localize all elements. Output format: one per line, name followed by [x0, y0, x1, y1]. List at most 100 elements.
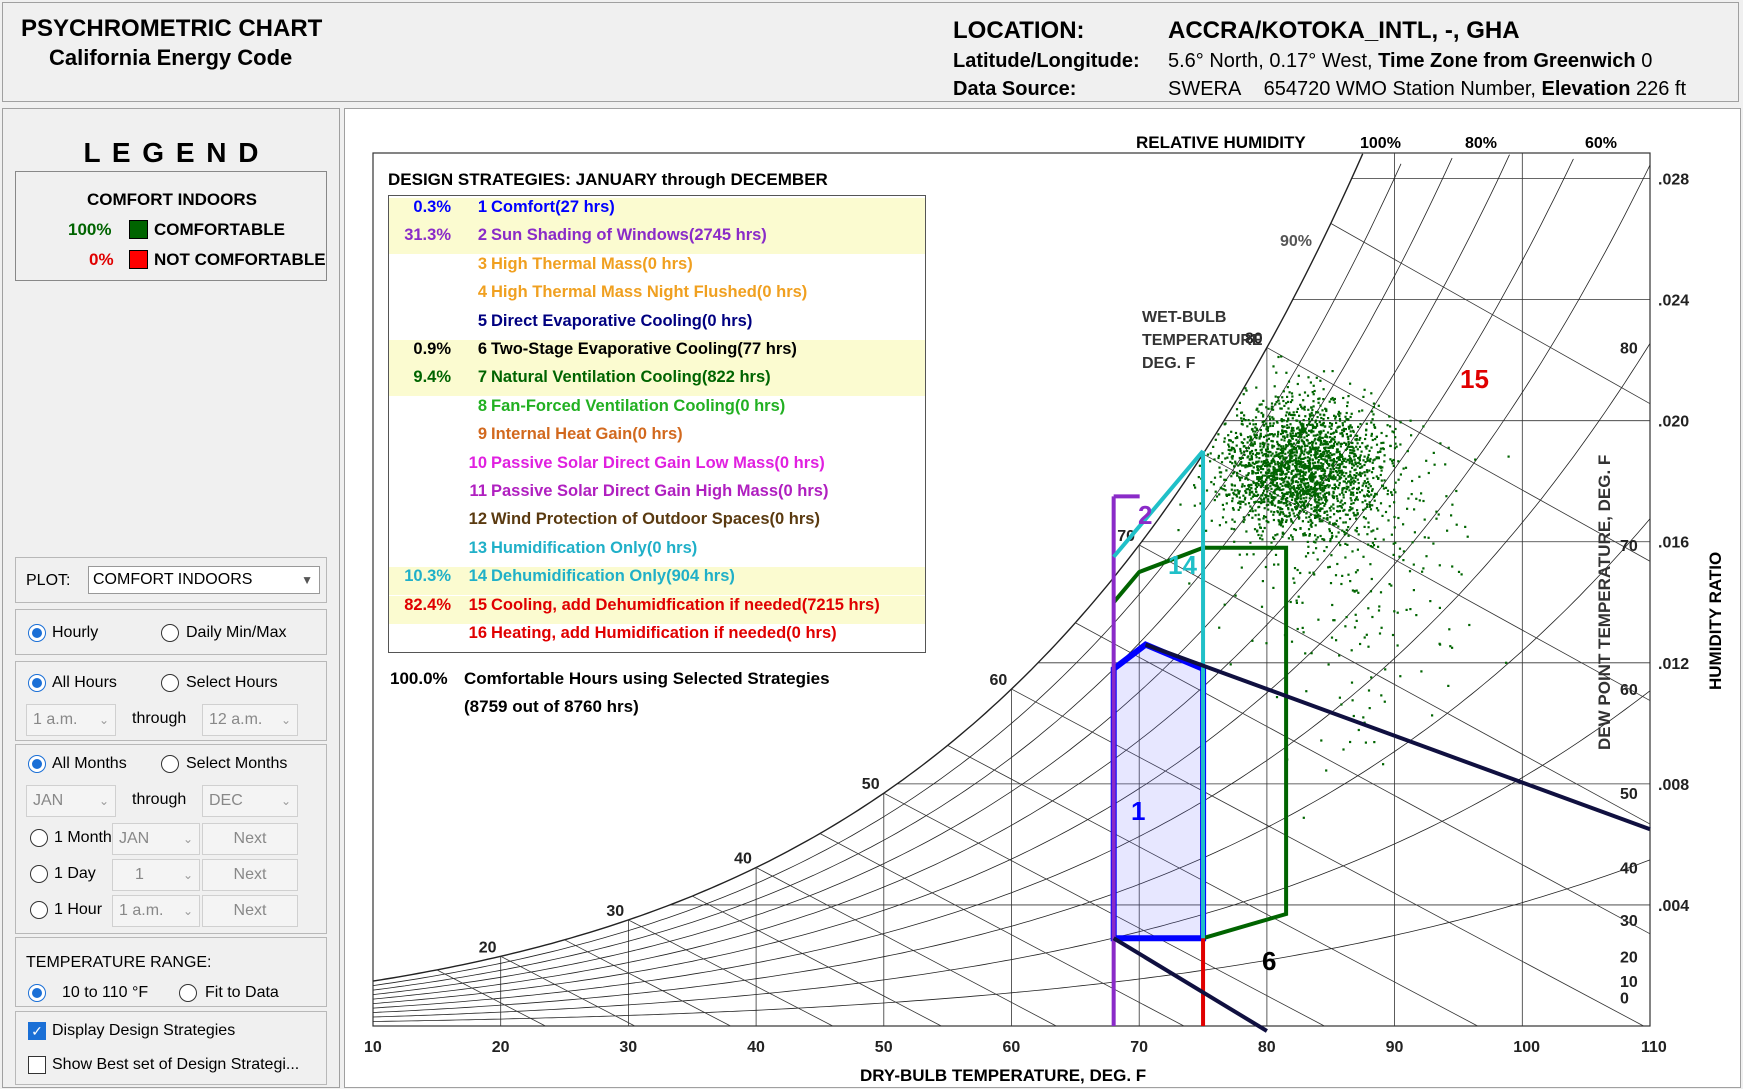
data-point: [1344, 521, 1347, 524]
data-point: [1283, 463, 1287, 466]
month-from-select[interactable]: JAN ⌄: [26, 785, 116, 817]
wetbulb-tick-label: 40: [734, 851, 752, 868]
data-point: [1349, 415, 1352, 419]
data-point: [1210, 519, 1213, 522]
data-point: [1322, 370, 1326, 373]
plot-select[interactable]: COMFORT INDOORS ▼: [88, 566, 320, 594]
strategy-row-6: 0.9% 6 Two-Stage Evaporative Cooling(77 hr…: [389, 340, 925, 368]
data-point: [1264, 434, 1267, 437]
strategy-name: Comfort(27 hrs): [491, 198, 615, 216]
data-point: [1362, 482, 1365, 485]
one-hour-radio[interactable]: [30, 901, 48, 919]
data-point: [1300, 445, 1304, 448]
data-point: [1274, 534, 1277, 537]
data-point: [1233, 489, 1236, 492]
display-strategies-checkbox[interactable]: ✓: [28, 1022, 46, 1040]
data-point: [1277, 520, 1281, 523]
data-point: [1287, 419, 1290, 422]
next-day-button[interactable]: Next: [202, 859, 298, 891]
x-tick-label: 30: [619, 1039, 637, 1056]
data-point: [1252, 480, 1255, 483]
data-point: [1303, 445, 1306, 448]
data-point: [1375, 443, 1379, 446]
data-point: [1299, 470, 1302, 473]
data-point: [1234, 431, 1238, 435]
data-point: [1356, 478, 1359, 481]
data-point: [1397, 460, 1400, 463]
data-point: [1280, 477, 1284, 480]
data-point: [1285, 472, 1288, 475]
data-point: [1305, 471, 1308, 474]
data-point: [1239, 432, 1242, 435]
data-point: [1308, 464, 1311, 467]
data-point: [1242, 450, 1246, 453]
data-point: [1291, 496, 1294, 499]
data-point: [1325, 485, 1328, 488]
data-point: [1290, 450, 1293, 454]
data-point: [1335, 430, 1338, 433]
next-month-button[interactable]: Next: [202, 823, 298, 855]
one-hour-select[interactable]: 1 a.m. ⌄: [112, 895, 200, 927]
data-point: [1300, 448, 1303, 451]
data-point: [1389, 425, 1392, 428]
all-months-radio[interactable]: [28, 755, 46, 773]
daily-radio[interactable]: [161, 624, 179, 642]
data-point: [1307, 422, 1310, 425]
data-point: [1318, 520, 1321, 523]
data-point: [1366, 456, 1370, 459]
data-point: [1341, 434, 1344, 437]
one-month-radio[interactable]: [30, 829, 48, 847]
data-point: [1254, 514, 1257, 517]
all-hours-radio[interactable]: [28, 674, 46, 692]
rh-curve: [372, 859, 1651, 1022]
select-months-radio[interactable]: [161, 755, 179, 773]
data-point: [1293, 567, 1297, 570]
data-point: [1284, 462, 1287, 465]
one-day-radio[interactable]: [30, 865, 48, 883]
next-hour-button[interactable]: Next: [202, 895, 298, 927]
data-point: [1286, 424, 1289, 427]
range-fit-radio[interactable]: [179, 984, 197, 1002]
hour-from-select[interactable]: 1 a.m. ⌄: [26, 704, 116, 736]
range-fixed-radio[interactable]: [28, 984, 46, 1002]
data-point: [1241, 423, 1244, 426]
data-point: [1229, 663, 1232, 666]
data-point: [1355, 589, 1358, 592]
data-point: [1227, 448, 1230, 451]
legend-title: L E G E N D: [83, 137, 261, 168]
data-point: [1304, 427, 1307, 430]
evaporative-boundary-lower: [1112, 936, 1268, 1033]
data-point: [1240, 433, 1243, 437]
data-point: [1310, 652, 1313, 655]
data-point: [1265, 448, 1268, 451]
y-tick-label: .024: [1658, 293, 1689, 310]
strategy-pct: 9.4%: [413, 368, 451, 387]
strategy-row-11: 11 Passive Solar Direct Gain High Mass(0 …: [389, 482, 925, 510]
data-point: [1289, 443, 1292, 446]
data-point: [1425, 555, 1428, 558]
select-hours-radio[interactable]: [161, 674, 179, 692]
data-point: [1259, 449, 1262, 452]
data-point: [1225, 469, 1228, 472]
data-point: [1290, 457, 1293, 460]
data-point: [1294, 468, 1297, 471]
one-day-select[interactable]: 1 ⌄: [112, 859, 200, 891]
data-point: [1370, 530, 1373, 533]
data-point: [1435, 510, 1438, 513]
data-point: [1357, 482, 1360, 485]
show-best-checkbox[interactable]: [28, 1056, 46, 1074]
hourly-radio[interactable]: [28, 624, 46, 642]
data-point: [1271, 416, 1274, 419]
data-point: [1340, 582, 1343, 586]
data-point: [1341, 489, 1344, 492]
data-point: [1301, 508, 1304, 511]
data-point: [1325, 478, 1328, 482]
month-to-select[interactable]: DEC ⌄: [202, 785, 298, 817]
data-point: [1284, 492, 1287, 495]
data-point: [1370, 432, 1373, 435]
data-point: [1447, 446, 1450, 449]
one-month-select[interactable]: JAN ⌄: [112, 823, 200, 855]
data-point: [1356, 509, 1359, 512]
data-point: [1365, 429, 1368, 432]
hour-to-select[interactable]: 12 a.m. ⌄: [202, 704, 298, 736]
